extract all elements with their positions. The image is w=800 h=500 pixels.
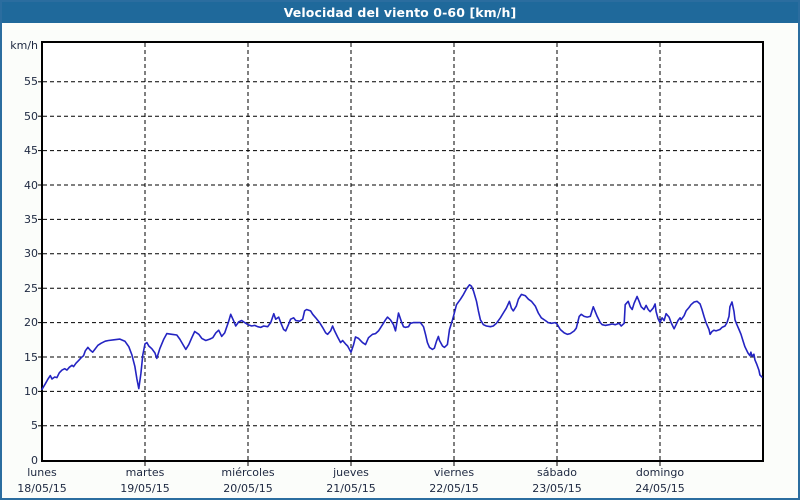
day-date-label: 22/05/15	[429, 482, 479, 495]
day-name-label: jueves	[333, 466, 369, 479]
y-tick-label-10: 10	[24, 385, 38, 398]
y-tick-label-0: 0	[31, 454, 38, 467]
day-date-label: 18/05/15	[17, 482, 67, 495]
y-tick-label-55: 55	[24, 75, 38, 88]
day-date-label: 24/05/15	[635, 482, 685, 495]
day-name-label: lunes	[27, 466, 57, 479]
day-date-label: 23/05/15	[532, 482, 582, 495]
y-tick-label-5: 5	[31, 419, 38, 432]
day-name-label: domingo	[635, 466, 685, 479]
day-date-label: 21/05/15	[326, 482, 376, 495]
y-tick-label-25: 25	[24, 282, 38, 295]
day-name-label: viernes	[433, 466, 475, 479]
y-tick-label-30: 30	[24, 247, 38, 260]
day-name-label: martes	[125, 466, 165, 479]
day-date-label: 19/05/15	[120, 482, 170, 495]
y-tick-label-45: 45	[24, 144, 38, 157]
y-tick-label-40: 40	[24, 179, 38, 192]
day-date-label: 20/05/15	[223, 482, 273, 495]
y-tick-label-15: 15	[24, 351, 38, 364]
y-axis-unit-label: km/h	[10, 39, 38, 52]
chart-title: Velocidad del viento 0-60 [km/h]	[283, 5, 517, 20]
y-tick-label-50: 50	[24, 110, 38, 123]
y-tick-label-20: 20	[24, 316, 38, 329]
chart-title-bar: Velocidad del viento 0-60 [km/h]	[2, 2, 798, 23]
day-name-label: sábado	[537, 466, 577, 479]
y-tick-label-35: 35	[24, 213, 38, 226]
day-name-label: miércoles	[221, 466, 275, 479]
